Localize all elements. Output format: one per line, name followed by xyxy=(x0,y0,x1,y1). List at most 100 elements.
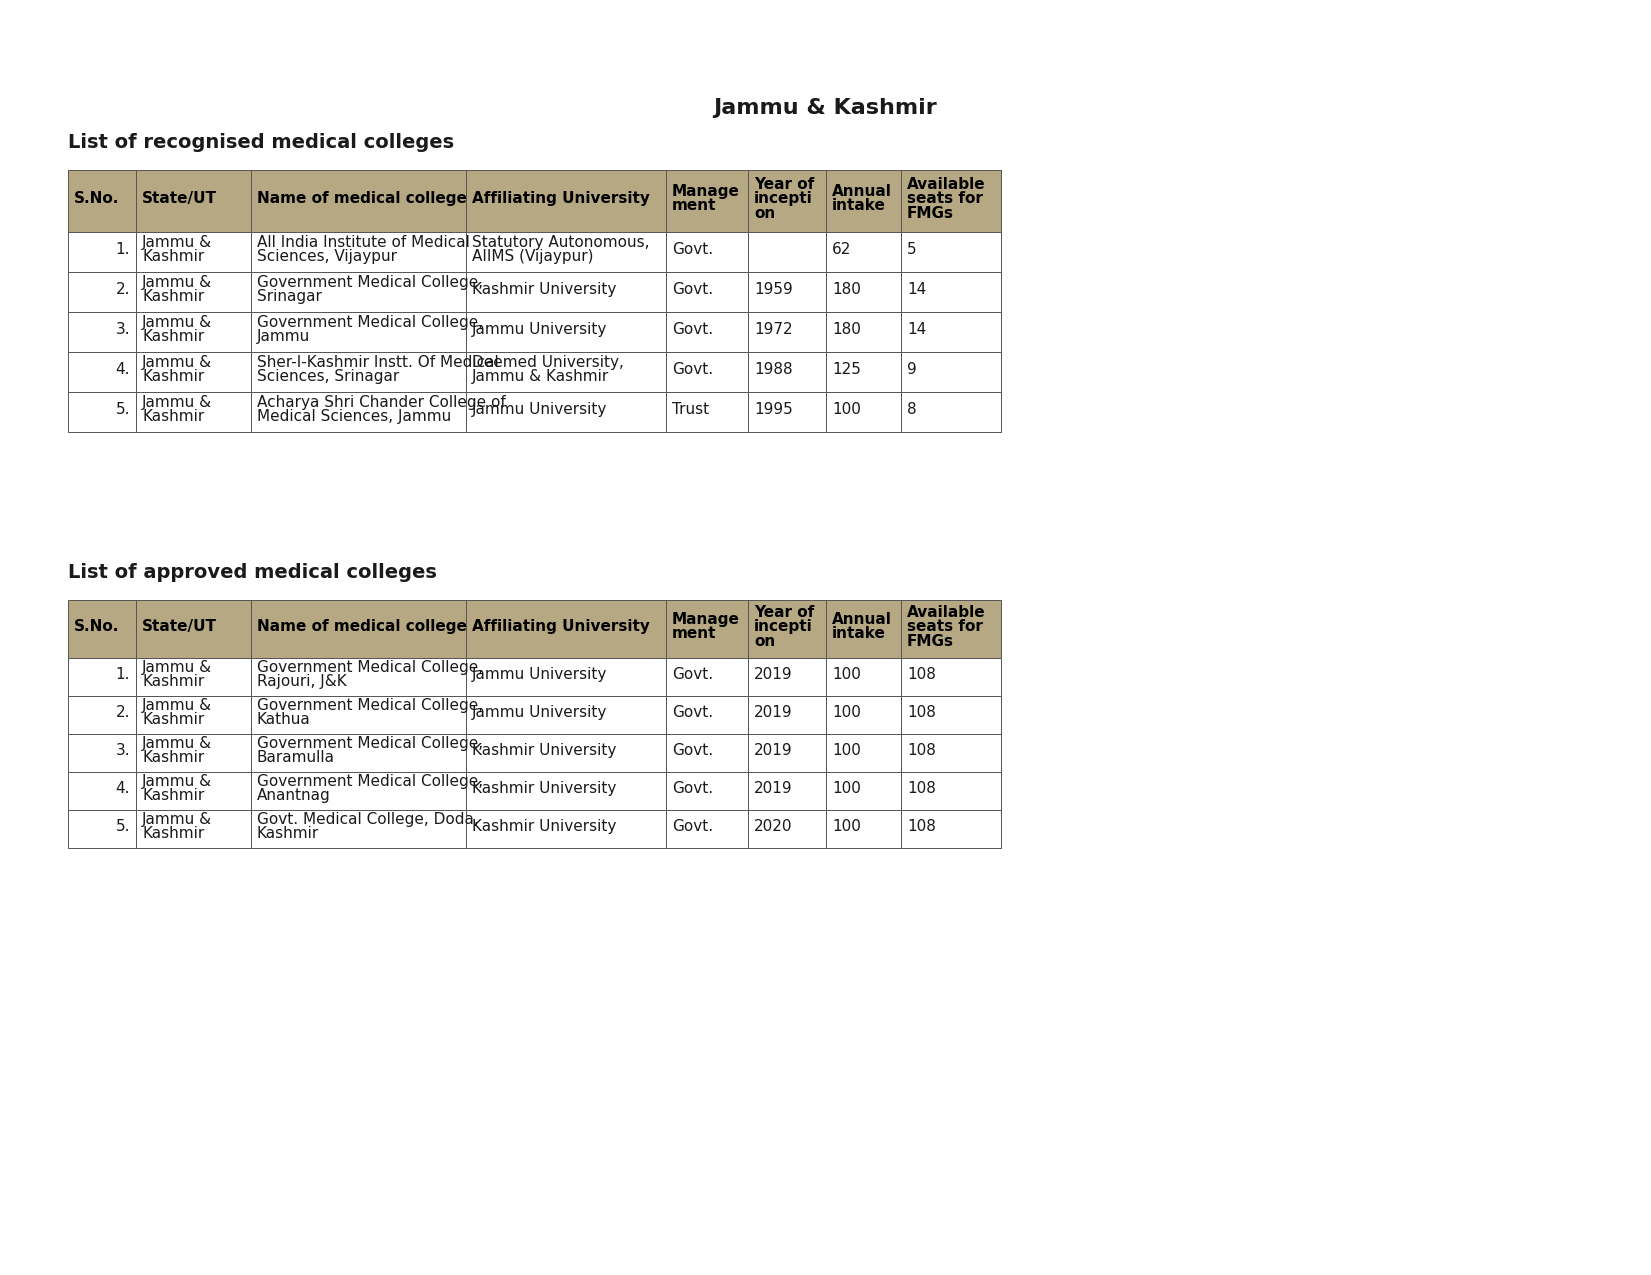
Text: Jammu: Jammu xyxy=(258,329,310,344)
Bar xyxy=(901,272,1001,312)
Text: Sciences, Vijaypur: Sciences, Vijaypur xyxy=(258,250,396,264)
Bar xyxy=(251,170,466,232)
Bar xyxy=(826,272,901,312)
Text: Available: Available xyxy=(906,177,986,193)
Text: 108: 108 xyxy=(906,820,936,834)
Bar xyxy=(251,391,466,432)
Bar xyxy=(826,391,901,432)
Bar xyxy=(68,771,135,810)
Text: Jammu University: Jammu University xyxy=(472,667,608,682)
Bar xyxy=(466,696,665,734)
Bar xyxy=(466,734,665,771)
Text: FMGs: FMGs xyxy=(906,634,954,649)
Bar xyxy=(748,391,826,432)
Text: Kashmir: Kashmir xyxy=(258,826,319,842)
Text: Government Medical College,: Government Medical College, xyxy=(258,736,484,751)
Bar xyxy=(68,601,135,658)
Bar xyxy=(665,391,748,432)
Bar xyxy=(68,272,135,312)
Bar xyxy=(665,771,748,810)
Text: Kashmir University: Kashmir University xyxy=(472,820,616,834)
Text: 5.: 5. xyxy=(116,820,130,834)
Text: Government Medical College,: Government Medical College, xyxy=(258,697,484,713)
Bar xyxy=(748,272,826,312)
Text: Govt.: Govt. xyxy=(672,362,713,377)
Bar xyxy=(135,658,251,696)
Text: Government Medical College,: Government Medical College, xyxy=(258,315,484,330)
Bar xyxy=(826,658,901,696)
Text: Govt.: Govt. xyxy=(672,667,713,682)
Bar xyxy=(826,771,901,810)
Text: incepti: incepti xyxy=(755,620,812,634)
Bar xyxy=(665,696,748,734)
Bar xyxy=(466,312,665,352)
Bar xyxy=(135,601,251,658)
Bar xyxy=(68,312,135,352)
Text: 108: 108 xyxy=(906,743,936,759)
Text: seats for: seats for xyxy=(906,191,982,207)
Bar xyxy=(251,771,466,810)
Text: AIIMS (Vijaypur): AIIMS (Vijaypur) xyxy=(472,250,593,264)
Bar xyxy=(826,312,901,352)
Text: on: on xyxy=(755,205,776,221)
Text: Kashmir: Kashmir xyxy=(142,409,205,425)
Text: 2019: 2019 xyxy=(755,782,792,796)
Text: Govt. Medical College, Doda,: Govt. Medical College, Doda, xyxy=(258,812,479,827)
Text: Government Medical College,: Government Medical College, xyxy=(258,774,484,789)
Text: Jammu University: Jammu University xyxy=(472,323,608,337)
Text: Kashmir: Kashmir xyxy=(142,329,205,344)
Bar xyxy=(901,312,1001,352)
Text: Kashmir: Kashmir xyxy=(142,713,205,727)
Text: Baramulla: Baramulla xyxy=(258,751,335,765)
Bar xyxy=(826,734,901,771)
Text: 180: 180 xyxy=(832,323,860,337)
Text: Jammu &: Jammu & xyxy=(142,395,211,411)
Bar xyxy=(251,696,466,734)
Text: Jammu & Kashmir: Jammu & Kashmir xyxy=(713,98,938,119)
Bar xyxy=(135,232,251,272)
Bar xyxy=(251,272,466,312)
Text: Jammu University: Jammu University xyxy=(472,402,608,417)
Text: 14: 14 xyxy=(906,323,926,337)
Text: Govt.: Govt. xyxy=(672,820,713,834)
Bar xyxy=(251,810,466,848)
Text: Kashmir: Kashmir xyxy=(142,250,205,264)
Bar xyxy=(748,352,826,391)
Text: 1.: 1. xyxy=(116,667,130,682)
Text: Acharya Shri Chander College of: Acharya Shri Chander College of xyxy=(258,395,505,411)
Text: 3.: 3. xyxy=(116,743,130,759)
Text: Manage: Manage xyxy=(672,184,740,199)
Bar xyxy=(665,810,748,848)
Text: 14: 14 xyxy=(906,282,926,297)
Bar xyxy=(826,601,901,658)
Text: ment: ment xyxy=(672,199,717,213)
Bar xyxy=(901,734,1001,771)
Text: Jammu &: Jammu & xyxy=(142,736,211,751)
Bar xyxy=(466,391,665,432)
Bar xyxy=(68,734,135,771)
Bar xyxy=(135,734,251,771)
Bar xyxy=(901,658,1001,696)
Text: Name of medical college: Name of medical college xyxy=(258,620,467,634)
Text: 100: 100 xyxy=(832,667,860,682)
Text: 100: 100 xyxy=(832,820,860,834)
Text: 100: 100 xyxy=(832,402,860,417)
Text: Jammu &: Jammu & xyxy=(142,774,211,789)
Text: 2020: 2020 xyxy=(755,820,792,834)
Bar xyxy=(466,658,665,696)
Bar xyxy=(826,232,901,272)
Text: S.No.: S.No. xyxy=(74,620,119,634)
Bar xyxy=(748,658,826,696)
Bar xyxy=(665,272,748,312)
Bar xyxy=(826,696,901,734)
Text: Annual: Annual xyxy=(832,184,892,199)
Text: State/UT: State/UT xyxy=(142,620,216,634)
Bar xyxy=(135,170,251,232)
Text: 1959: 1959 xyxy=(755,282,792,297)
Bar xyxy=(68,658,135,696)
Bar xyxy=(251,601,466,658)
Text: Kashmir: Kashmir xyxy=(142,674,205,690)
Text: 100: 100 xyxy=(832,743,860,759)
Text: 100: 100 xyxy=(832,782,860,796)
Bar xyxy=(901,352,1001,391)
